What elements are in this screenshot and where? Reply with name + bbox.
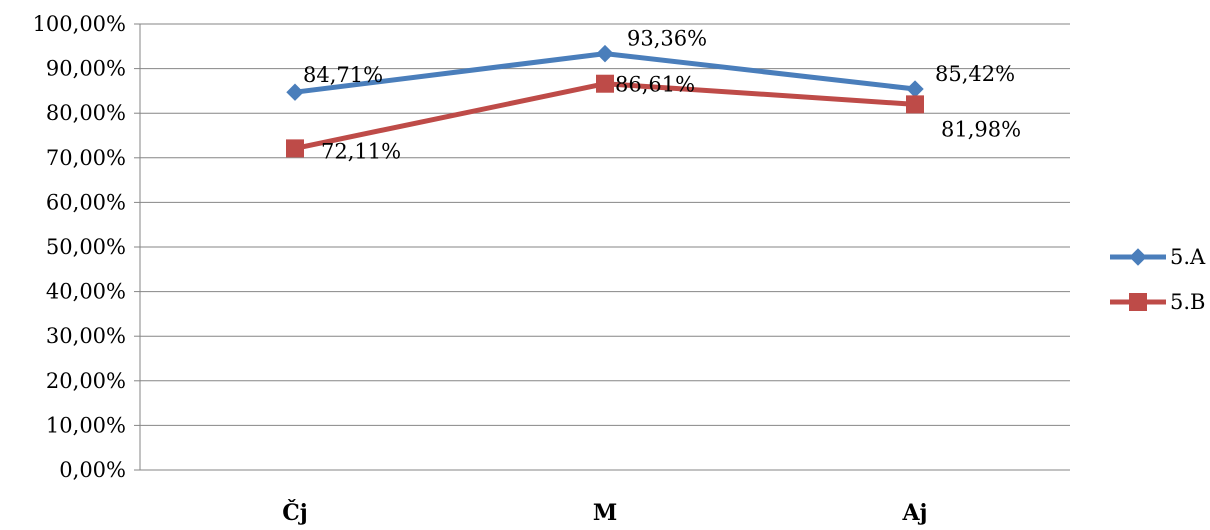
x-tick-label: Čj — [282, 499, 307, 526]
y-tick-label: 70,00% — [46, 146, 126, 170]
x-tick-label: M — [593, 500, 617, 526]
legend-label: 5.B — [1170, 290, 1205, 314]
y-tick-label: 0,00% — [59, 458, 126, 482]
data-point — [286, 139, 304, 158]
legend-marker — [1129, 248, 1147, 266]
y-tick-label: 30,00% — [46, 324, 126, 348]
data-label: 85,42% — [935, 62, 1015, 86]
legend-marker — [1129, 293, 1147, 311]
data-label: 72,11% — [321, 139, 401, 163]
y-tick-label: 90,00% — [46, 57, 126, 81]
y-tick-label: 20,00% — [46, 369, 126, 393]
legend-label: 5.A — [1170, 245, 1206, 269]
data-point — [906, 95, 924, 114]
y-tick-label: 40,00% — [46, 280, 126, 304]
x-tick-label: Aj — [901, 500, 927, 526]
data-label: 86,61% — [615, 73, 695, 97]
y-tick-label: 10,00% — [46, 413, 126, 437]
data-point — [596, 44, 614, 63]
data-point — [286, 83, 304, 101]
data-label: 84,71% — [303, 63, 383, 87]
data-point — [596, 74, 614, 93]
y-tick-label: 100,00% — [33, 12, 126, 36]
data-point — [906, 80, 924, 98]
data-label: 93,36% — [627, 27, 707, 51]
y-tick-label: 60,00% — [46, 190, 126, 214]
data-label: 81,98% — [941, 117, 1021, 141]
y-tick-label: 50,00% — [46, 235, 126, 259]
y-tick-label: 80,00% — [46, 101, 126, 125]
